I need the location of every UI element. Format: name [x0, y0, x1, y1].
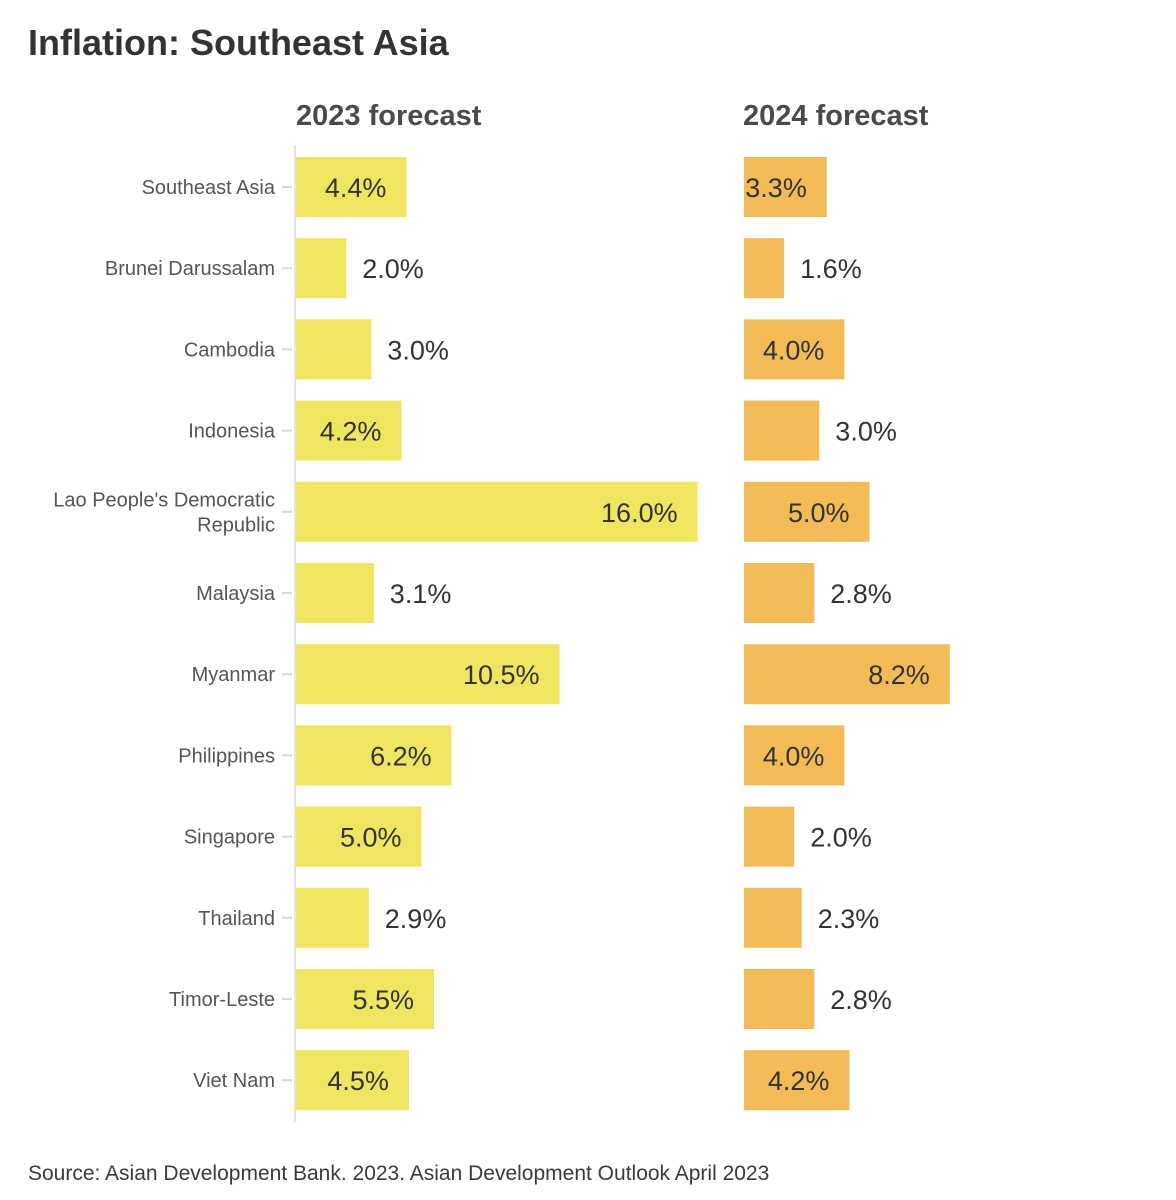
- bar-2024: [744, 238, 785, 299]
- source-note: Source: Asian Development Bank. 2023. As…: [28, 1162, 770, 1185]
- bar-2024: [744, 725, 845, 786]
- bar-2023: [296, 969, 435, 1029]
- category-label: Lao People's Democratic Republic: [53, 489, 275, 536]
- data-label: 2.0%: [362, 254, 424, 284]
- data-label: 5.0%: [788, 498, 850, 528]
- data-label: 5.0%: [340, 823, 402, 853]
- category-label: Brunei Darussalam: [105, 258, 275, 280]
- data-label: 2.8%: [830, 985, 892, 1015]
- bar-2023: [296, 238, 347, 299]
- data-label: 4.0%: [763, 741, 825, 771]
- category-label: Myanmar: [192, 664, 276, 686]
- data-label: 3.3%: [745, 173, 807, 203]
- bar-2024: [744, 969, 815, 1029]
- data-label: 6.2%: [370, 741, 432, 771]
- category-label: Cambodia: [184, 339, 276, 361]
- data-label: 2.9%: [385, 904, 447, 934]
- bar-2023: [296, 400, 402, 461]
- category-label: Malaysia: [196, 583, 276, 605]
- data-label: 3.0%: [835, 417, 897, 447]
- data-label: 4.5%: [327, 1066, 389, 1096]
- bar-2024: [744, 481, 870, 542]
- bar-2024: [744, 157, 827, 217]
- bar-2024: [744, 1050, 850, 1111]
- data-label: 8.2%: [868, 660, 930, 690]
- data-label: 2.3%: [818, 904, 880, 934]
- chart-title: Inflation: Southeast Asia: [28, 22, 449, 63]
- data-label: 3.1%: [390, 579, 452, 609]
- bar-2024: [744, 806, 795, 867]
- category-label: Philippines: [178, 745, 275, 767]
- bar-2023: [296, 481, 698, 542]
- category-label: Timor-Leste: [169, 989, 275, 1011]
- bar-2023: [296, 157, 407, 217]
- category-label: Singapore: [184, 827, 275, 849]
- data-label: 3.0%: [387, 335, 449, 365]
- bar-2023: [296, 1050, 409, 1111]
- data-label: 2.8%: [830, 579, 892, 609]
- category-label: Indonesia: [188, 421, 276, 443]
- bar-2023: [296, 319, 372, 380]
- bar-2024: [744, 400, 820, 461]
- data-label: 4.0%: [763, 335, 825, 365]
- panel-title-2023: 2023 forecast: [296, 100, 482, 132]
- data-label: 2.0%: [810, 823, 872, 853]
- data-label: 1.6%: [800, 254, 862, 284]
- category-label: Southeast Asia: [142, 177, 276, 199]
- data-label: 4.2%: [768, 1066, 830, 1096]
- data-label: 4.2%: [320, 417, 382, 447]
- bar-2024: [744, 319, 845, 380]
- bar-2023: [296, 644, 560, 705]
- bar-2024: [744, 563, 815, 623]
- bar-2024: [744, 644, 950, 705]
- bar-2023: [296, 806, 422, 867]
- category-label: Thailand: [198, 908, 275, 930]
- category-label: Viet Nam: [193, 1070, 275, 1092]
- bar-2024: [744, 887, 802, 948]
- bar-2023: [296, 563, 374, 623]
- bar-2023: [296, 887, 369, 948]
- data-label: 5.5%: [353, 985, 415, 1015]
- data-label: 16.0%: [601, 498, 678, 528]
- panel-title-2024: 2024 forecast: [743, 100, 929, 132]
- data-label: 10.5%: [463, 660, 540, 690]
- bar-2023: [296, 725, 452, 786]
- data-label: 4.4%: [325, 173, 387, 203]
